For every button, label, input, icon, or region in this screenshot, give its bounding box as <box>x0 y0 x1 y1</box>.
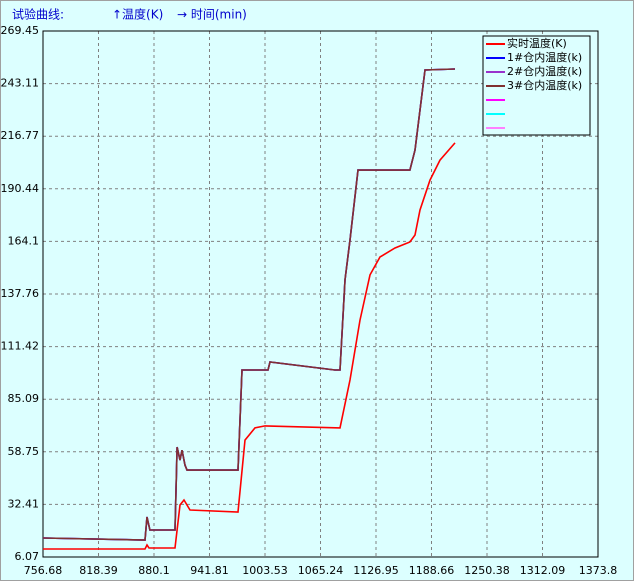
y-tick-label: 137.76 <box>1 287 40 300</box>
x-tick-label: 1250.38 <box>464 564 510 577</box>
y-tick-label: 269.45 <box>1 24 40 37</box>
plot-frame <box>42 30 599 558</box>
x-tick-label: 1065.24 <box>298 564 344 577</box>
series-line <box>42 68 456 541</box>
y-tick-label: 6.07 <box>15 550 40 563</box>
chart-title: 试验曲线: <box>12 7 64 22</box>
y-tick-label: 216.77 <box>1 129 40 142</box>
x-tick-label: 1126.95 <box>353 564 399 577</box>
x-tick-label: 818.39 <box>79 564 118 577</box>
y-tick-label: 190.44 <box>1 182 40 195</box>
x-axis-label: → 时间(min) <box>177 8 247 22</box>
y-tick-label: 164.1 <box>8 234 40 247</box>
y-axis-label: ↑温度(K) <box>112 7 163 22</box>
x-tick-label: 1373.8 <box>579 564 618 577</box>
legend-label: 2#仓内温度(k) <box>507 64 582 78</box>
y-tick-label: 32.41 <box>8 497 40 510</box>
y-tick-label: 58.75 <box>8 445 40 458</box>
series-line <box>43 142 456 550</box>
legend-label: 1#仓内温度(k) <box>507 50 582 64</box>
x-tick-label: 1188.66 <box>409 564 455 577</box>
x-tick-label: 941.81 <box>190 564 229 577</box>
y-tick-label: 85.09 <box>8 392 40 405</box>
legend-label: 3#仓内温度(k) <box>507 78 582 92</box>
x-tick-label: 1312.09 <box>520 564 566 577</box>
y-tick-label: 243.11 <box>1 77 40 90</box>
x-tick-label: 756.68 <box>24 564 63 577</box>
y-tick-label: 111.42 <box>1 340 40 353</box>
legend-label: 实时温度(K) <box>507 36 567 50</box>
x-tick-label: 880.1 <box>138 564 170 577</box>
x-tick-label: 1003.53 <box>242 564 288 577</box>
